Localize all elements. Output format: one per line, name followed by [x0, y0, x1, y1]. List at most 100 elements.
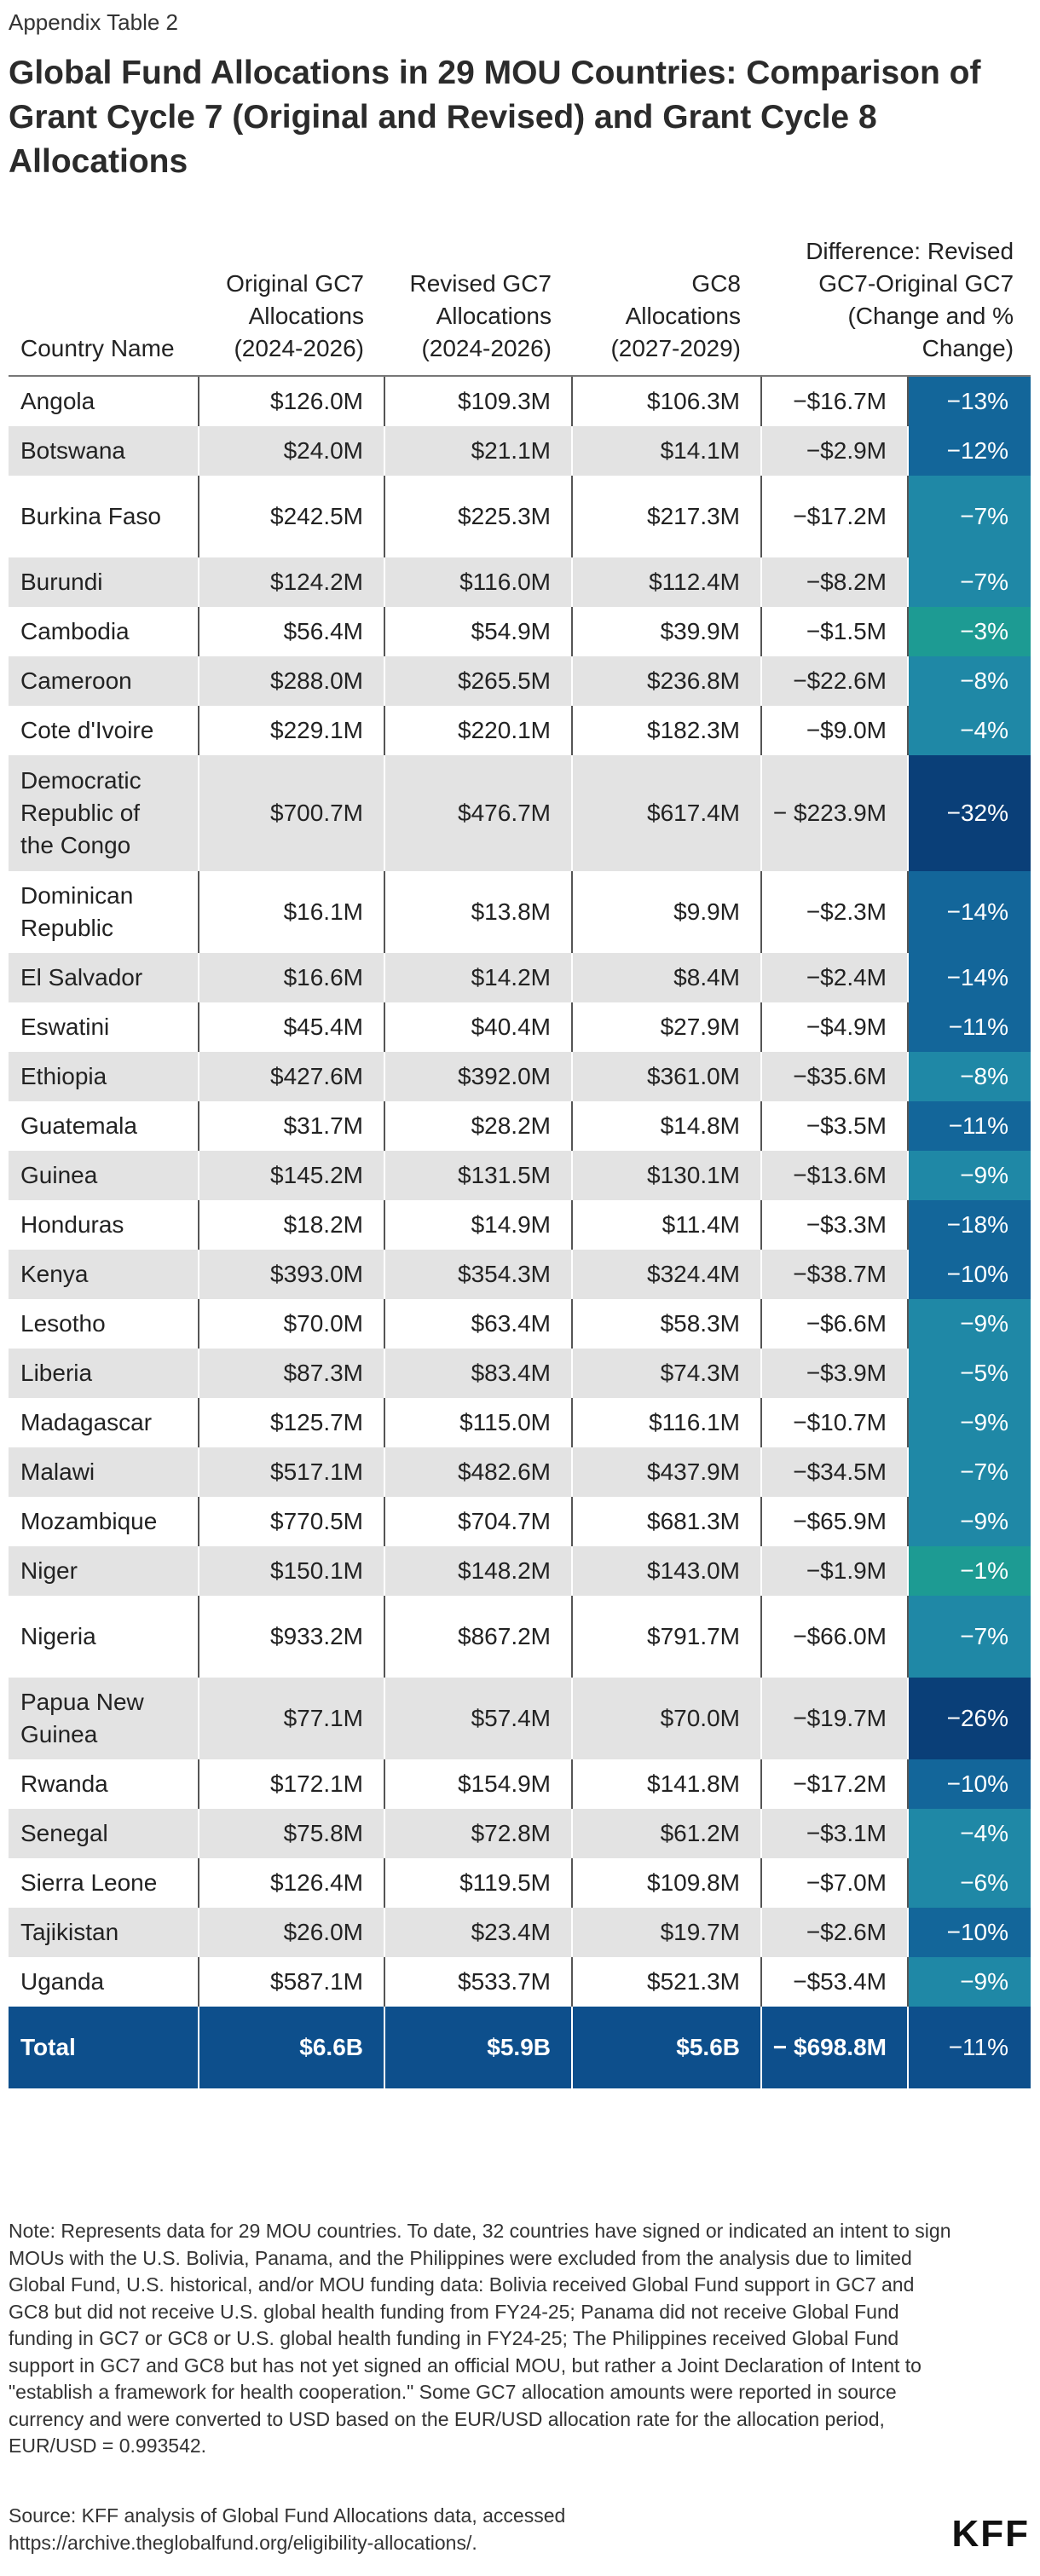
pct-change-cell: −10% — [906, 1250, 1031, 1299]
revised-gc7-cell: $109.3M — [384, 376, 572, 426]
gc8-cell: $617.4M — [571, 755, 761, 871]
difference-cell: −$9.0M — [760, 706, 908, 755]
original-gc7-cell: $75.8M — [198, 1809, 384, 1858]
country-cell: Madagascar — [9, 1398, 199, 1447]
revised-gc7-cell: $21.1M — [384, 426, 572, 476]
revised-gc7-cell: $72.8M — [384, 1809, 572, 1858]
revised-gc7-cell: $392.0M — [384, 1052, 572, 1101]
original-gc7-cell: $427.6M — [198, 1052, 384, 1101]
difference-cell: −$35.6M — [760, 1052, 908, 1101]
difference-cell: −$2.6M — [760, 1908, 908, 1957]
original-gc7-cell: $770.5M — [198, 1497, 384, 1546]
difference-cell: −$22.6M — [760, 656, 908, 706]
gc8-cell: $217.3M — [571, 476, 761, 557]
table-row: Kenya $393.0M $354.3M $324.4M −$38.7M −10% — [9, 1250, 1031, 1299]
gc8-cell: $112.4M — [571, 557, 761, 607]
original-gc7-cell: $26.0M — [198, 1908, 384, 1957]
difference-cell: −$1.5M — [760, 607, 908, 656]
table-row: Uganda $587.1M $533.7M $521.3M −$53.4M −9% — [9, 1957, 1031, 2007]
revised-gc7-cell: $265.5M — [384, 656, 572, 706]
table-total-row: Total $6.6B $5.9B $5.6B − $698.8M −11% — [9, 2007, 1031, 2088]
table-row: Mozambique $770.5M $704.7M $681.3M −$65.9M −9… — [9, 1497, 1031, 1546]
table-row: Senegal $75.8M $72.8M $61.2M −$3.1M −4% — [9, 1809, 1031, 1858]
difference-cell: −$17.2M — [760, 1759, 908, 1809]
country-cell: Democratic Republic of the Congo — [9, 755, 199, 871]
gc8-cell: $19.7M — [571, 1908, 761, 1957]
original-gc7-cell: $45.4M — [198, 1002, 384, 1052]
pct-change-cell: −9% — [906, 1398, 1031, 1447]
gc8-cell: $61.2M — [571, 1809, 761, 1858]
country-cell: Papua New Guinea — [9, 1678, 199, 1759]
difference-cell: −$38.7M — [760, 1250, 908, 1299]
pct-change-cell: −9% — [906, 1497, 1031, 1546]
pct-change-cell: −1% — [906, 1546, 1031, 1596]
table-row: Burundi $124.2M $116.0M $112.4M −$8.2M −7% — [9, 557, 1031, 607]
original-gc7-cell: $126.0M — [198, 376, 384, 426]
original-gc7-cell: $16.6M — [198, 953, 384, 1002]
total-revised: $5.9B — [384, 2007, 572, 2088]
difference-cell: −$2.4M — [760, 953, 908, 1002]
pct-change-cell: −26% — [906, 1678, 1031, 1759]
pct-change-cell: −7% — [906, 476, 1031, 557]
table-row: Guinea $145.2M $131.5M $130.1M −$13.6M −9% — [9, 1151, 1031, 1200]
gc8-cell: $109.8M — [571, 1858, 761, 1908]
total-gc8: $5.6B — [571, 2007, 761, 2088]
country-cell: Senegal — [9, 1809, 199, 1858]
table-row: El Salvador $16.6M $14.2M $8.4M −$2.4M −14% — [9, 953, 1031, 1002]
country-cell: Lesotho — [9, 1299, 199, 1349]
country-cell: Guatemala — [9, 1101, 199, 1151]
table-row: Rwanda $172.1M $154.9M $141.8M −$17.2M −10% — [9, 1759, 1031, 1809]
original-gc7-cell: $31.7M — [198, 1101, 384, 1151]
country-cell: Liberia — [9, 1349, 199, 1398]
revised-gc7-cell: $131.5M — [384, 1151, 572, 1200]
table-row: Dominican Republic $16.1M $13.8M $9.9M −$2.3… — [9, 871, 1031, 953]
difference-cell: −$2.9M — [760, 426, 908, 476]
revised-gc7-cell: $476.7M — [384, 755, 572, 871]
difference-cell: −$3.1M — [760, 1809, 908, 1858]
pct-change-cell: −8% — [906, 656, 1031, 706]
country-cell: Honduras — [9, 1200, 199, 1250]
total-difference: − $698.8M — [760, 2007, 908, 2088]
original-gc7-cell: $229.1M — [198, 706, 384, 755]
country-cell: Angola — [9, 376, 199, 426]
revised-gc7-cell: $148.2M — [384, 1546, 572, 1596]
total-original: $6.6B — [198, 2007, 384, 2088]
gc8-cell: $130.1M — [571, 1151, 761, 1200]
total-pct-change: −11% — [906, 2007, 1031, 2088]
table-row: Ethiopia $427.6M $392.0M $361.0M −$35.6M −8% — [9, 1052, 1031, 1101]
table-row: Liberia $87.3M $83.4M $74.3M −$3.9M −5% — [9, 1349, 1031, 1398]
pct-change-cell: −11% — [906, 1002, 1031, 1052]
revised-gc7-cell: $533.7M — [384, 1957, 572, 2007]
gc8-cell: $8.4M — [571, 953, 761, 1002]
original-gc7-cell: $172.1M — [198, 1759, 384, 1809]
pct-change-cell: −6% — [906, 1858, 1031, 1908]
revised-gc7-cell: $83.4M — [384, 1349, 572, 1398]
table-row: Cameroon $288.0M $265.5M $236.8M −$22.6M −8% — [9, 656, 1031, 706]
revised-gc7-cell: $28.2M — [384, 1101, 572, 1151]
difference-cell: −$4.9M — [760, 1002, 908, 1052]
original-gc7-cell: $24.0M — [198, 426, 384, 476]
gc8-cell: $74.3M — [571, 1349, 761, 1398]
gc8-cell: $9.9M — [571, 871, 761, 953]
source-note: Source: KFF analysis of Global Fund Allo… — [9, 2504, 566, 2554]
gc8-cell: $39.9M — [571, 607, 761, 656]
revised-gc7-cell: $54.9M — [384, 607, 572, 656]
page-title: Global Fund Allocations in 29 MOU Countr… — [9, 55, 981, 180]
country-cell: Burkina Faso — [9, 476, 199, 557]
country-cell: Sierra Leone — [9, 1858, 199, 1908]
original-gc7-cell: $70.0M — [198, 1299, 384, 1349]
original-gc7-cell: $242.5M — [198, 476, 384, 557]
gc8-cell: $70.0M — [571, 1678, 761, 1759]
pct-change-cell: −14% — [906, 871, 1031, 953]
table-row: Lesotho $70.0M $63.4M $58.3M −$6.6M −9% — [9, 1299, 1031, 1349]
revised-gc7-cell: $116.0M — [384, 557, 572, 607]
pct-change-cell: −10% — [906, 1759, 1031, 1809]
original-gc7-cell: $517.1M — [198, 1447, 384, 1497]
country-cell: Kenya — [9, 1250, 199, 1299]
table-row: Eswatini $45.4M $40.4M $27.9M −$4.9M −11% — [9, 1002, 1031, 1052]
revised-gc7-cell: $119.5M — [384, 1858, 572, 1908]
revised-gc7-cell: $23.4M — [384, 1908, 572, 1957]
country-cell: El Salvador — [9, 953, 199, 1002]
original-gc7-cell: $700.7M — [198, 755, 384, 871]
